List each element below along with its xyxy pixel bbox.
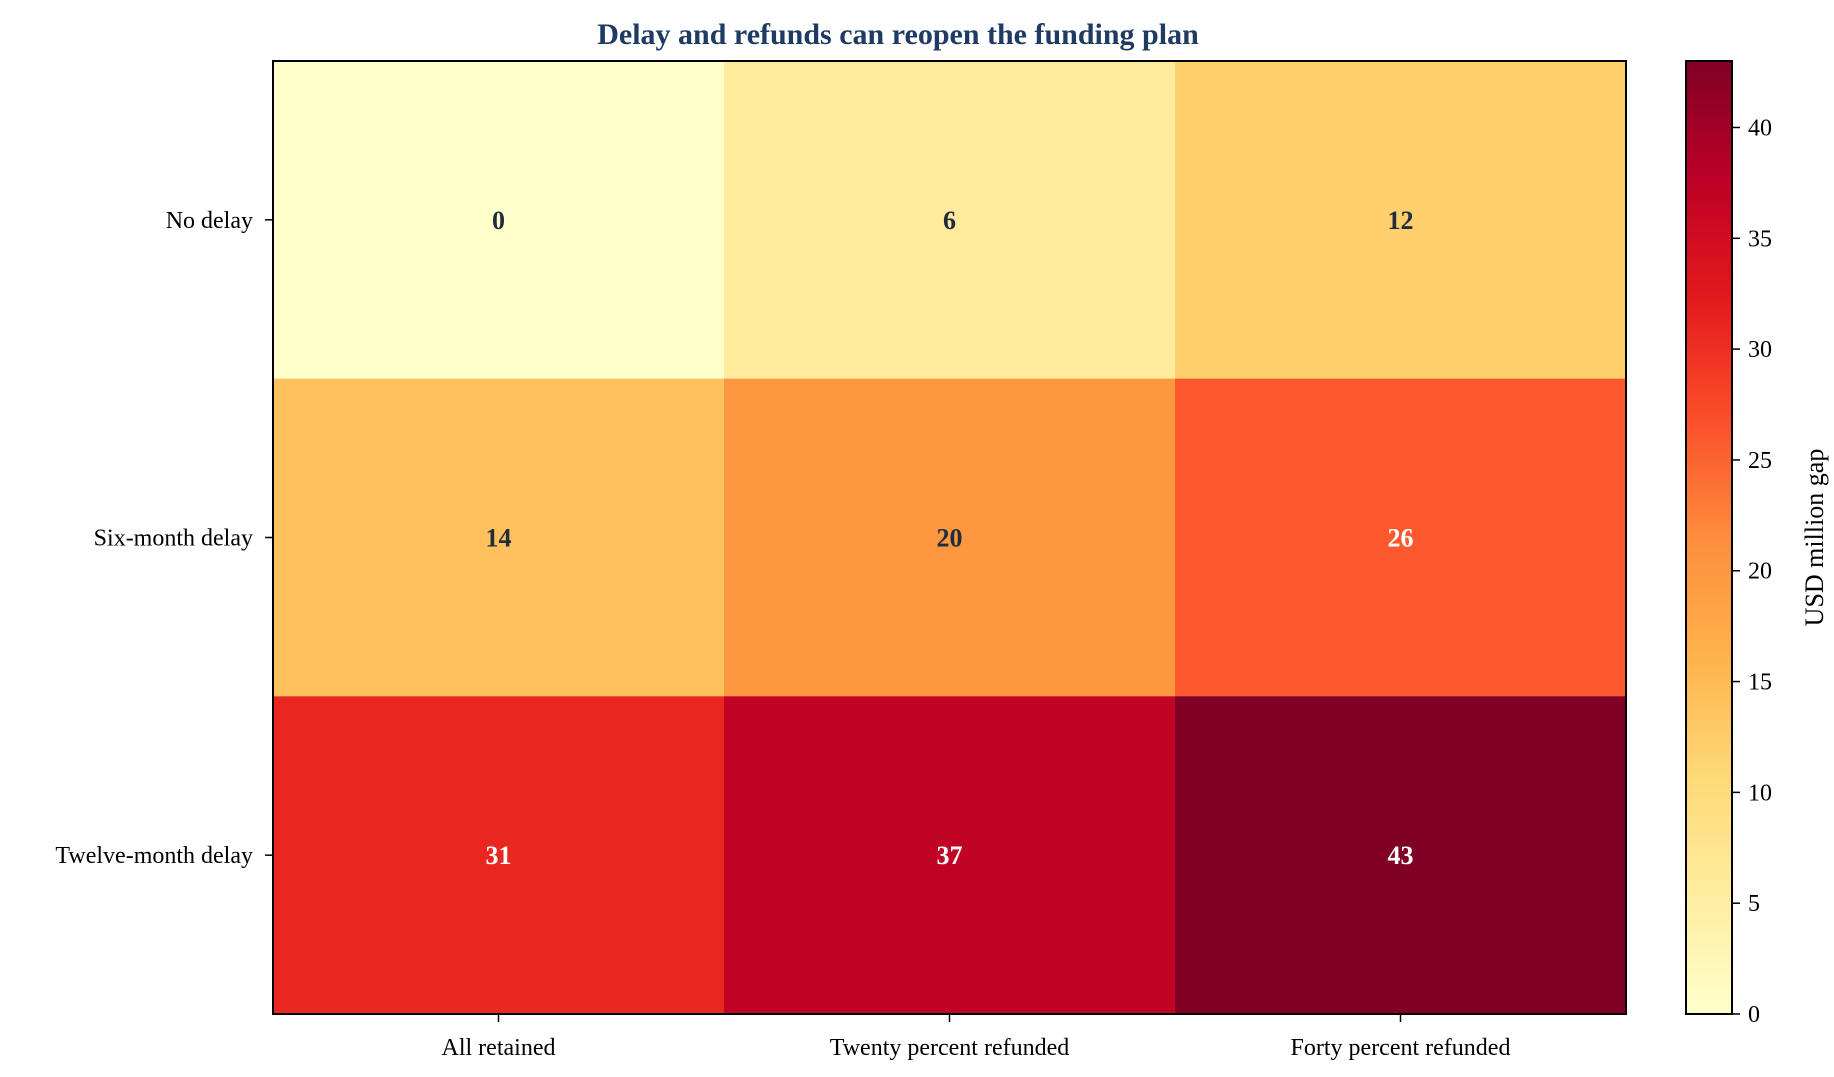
cell-value-label: 37 <box>937 841 963 870</box>
heatmap-cell <box>1175 61 1627 380</box>
colorbar-tick-label: 10 <box>1748 780 1772 806</box>
colorbar-ticks: 0 5 10 15 20 25 30 35 40 <box>1732 115 1772 1028</box>
cell-value-label: 20 <box>937 524 963 553</box>
colorbar-tick-label: 35 <box>1748 226 1772 252</box>
y-tick-label: Twelve-month delay <box>55 843 253 869</box>
cell-value-label: 14 <box>486 524 512 553</box>
colorbar-tick-label: 0 <box>1748 1002 1760 1028</box>
chart-title: Delay and refunds can reopen the funding… <box>597 18 1199 51</box>
heatmap-cell <box>273 696 725 1015</box>
heatmap-cell-labels: 0 6 12 14 20 26 31 37 43 <box>486 206 1414 870</box>
heatmap-cell <box>724 378 1176 697</box>
y-tick-label: No delay <box>166 208 253 234</box>
heatmap-cell <box>273 378 725 697</box>
colorbar-tick-label: 40 <box>1748 115 1772 141</box>
heatmap-cell <box>724 696 1176 1015</box>
cell-value-label: 26 <box>1388 524 1414 553</box>
cell-value-label: 12 <box>1388 206 1414 235</box>
cell-value-label: 31 <box>486 841 512 870</box>
cell-value-label: 43 <box>1388 841 1414 870</box>
heatmap-cells <box>273 61 1627 1015</box>
heatmap-cell <box>273 61 725 380</box>
y-tick-label: Six-month delay <box>94 526 253 552</box>
colorbar-tick-label: 5 <box>1748 891 1760 917</box>
heatmap-cell <box>1175 378 1627 697</box>
y-axis: No delay Six-month delay Twelve-month dela… <box>55 208 273 869</box>
x-tick-label: All retained <box>442 1035 556 1061</box>
heatmap-cell <box>1175 696 1627 1015</box>
colorbar-tick-label: 20 <box>1748 559 1772 585</box>
colorbar-tick-label: 15 <box>1748 670 1772 696</box>
x-tick-label: Forty percent refunded <box>1291 1035 1511 1061</box>
colorbar-label: USD million gap <box>1800 449 1829 627</box>
cell-value-label: 0 <box>492 206 505 235</box>
x-tick-label: Twenty percent refunded <box>830 1035 1070 1061</box>
x-axis: All retained Twenty percent refunded Forty… <box>442 1014 1511 1061</box>
colorbar-tick-label: 25 <box>1748 448 1772 474</box>
heatmap-cell <box>724 61 1176 380</box>
colorbar-tick-label: 30 <box>1748 337 1772 363</box>
colorbar <box>1685 60 1733 1015</box>
cell-value-label: 6 <box>943 206 956 235</box>
